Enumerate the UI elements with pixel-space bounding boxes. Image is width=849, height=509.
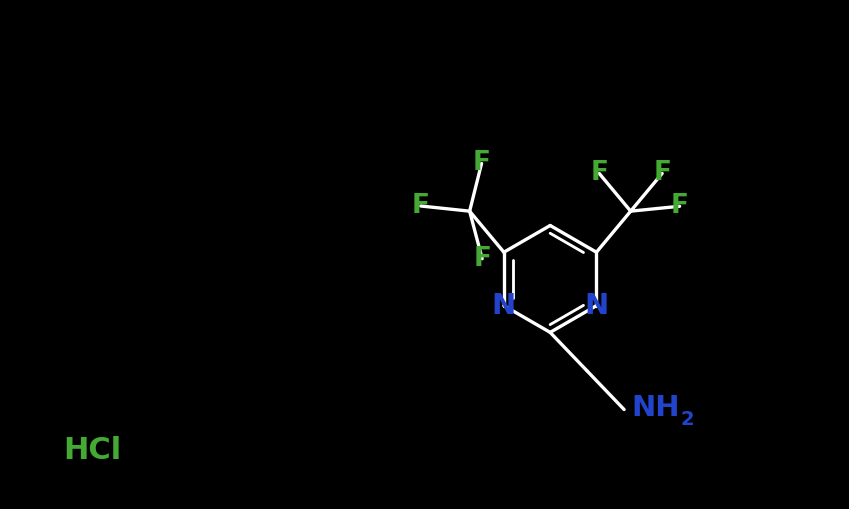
Text: F: F bbox=[590, 160, 608, 186]
Text: N: N bbox=[492, 292, 516, 320]
Text: NH: NH bbox=[631, 394, 679, 422]
Text: HCl: HCl bbox=[64, 436, 122, 465]
Text: F: F bbox=[473, 151, 491, 177]
Text: 2: 2 bbox=[680, 410, 694, 429]
Text: F: F bbox=[671, 193, 689, 219]
Text: F: F bbox=[412, 193, 430, 219]
Text: F: F bbox=[473, 246, 492, 272]
Text: N: N bbox=[584, 292, 609, 320]
Text: F: F bbox=[653, 160, 672, 186]
